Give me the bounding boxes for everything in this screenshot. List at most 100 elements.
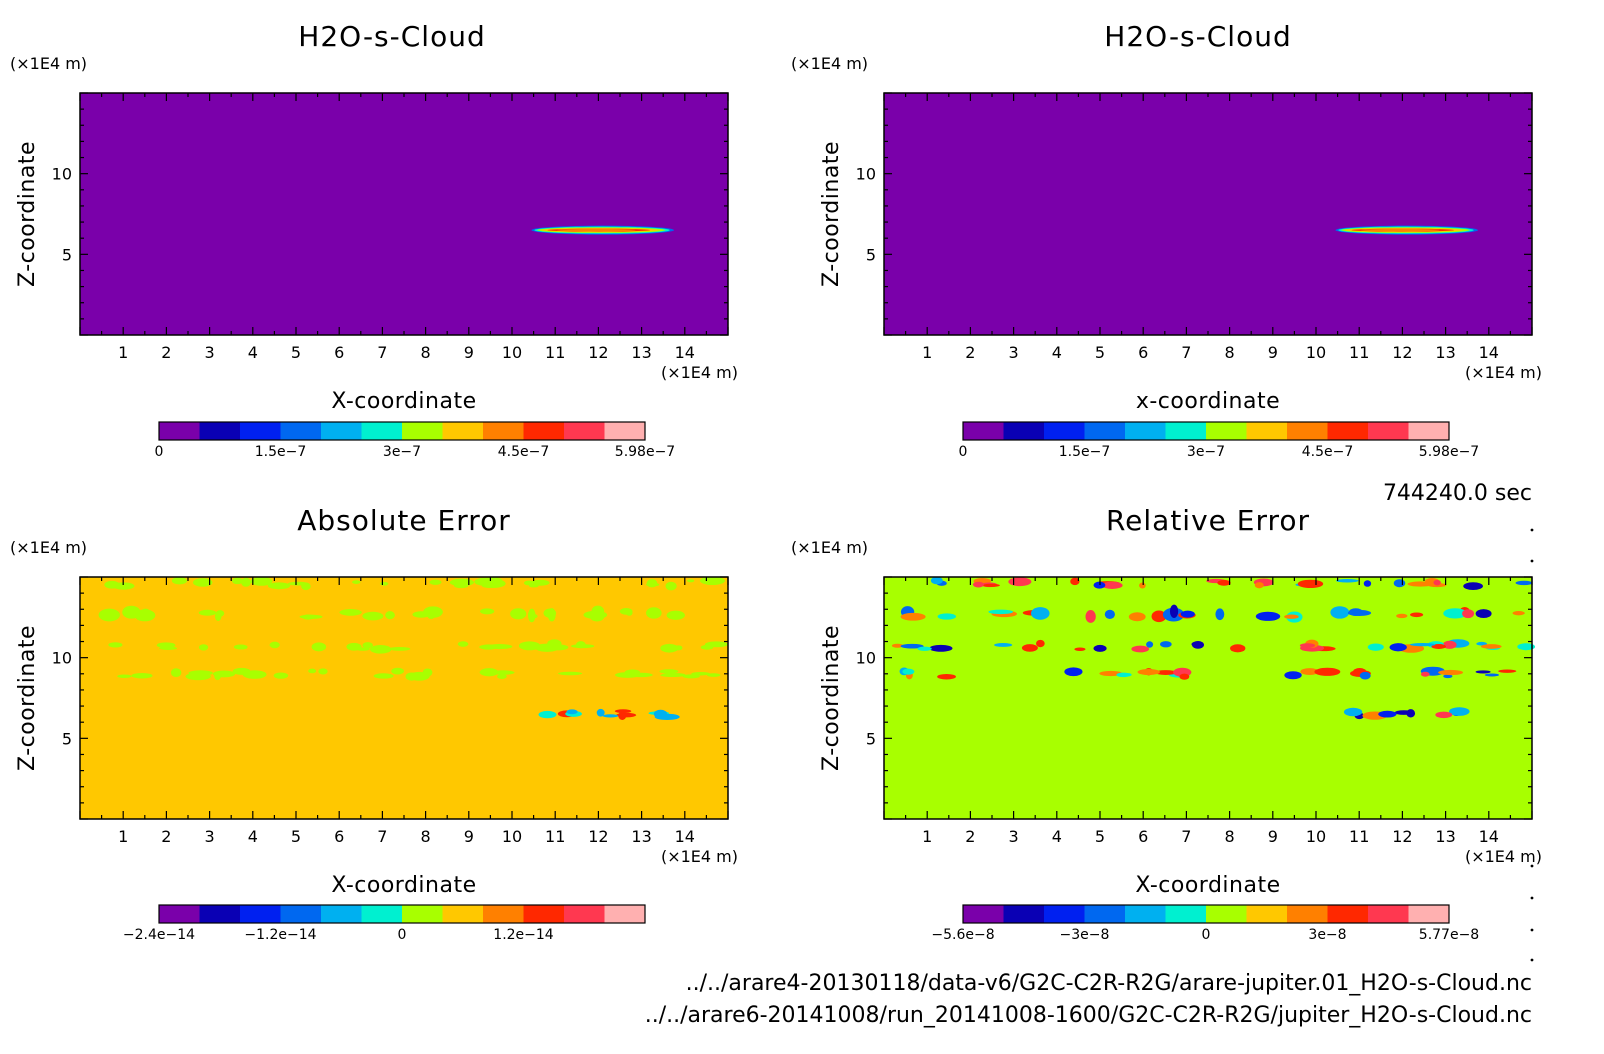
colorbar-swatch bbox=[564, 422, 605, 440]
error-patch bbox=[994, 643, 1013, 647]
x-tick-label: 1 bbox=[922, 827, 932, 846]
error-patch bbox=[619, 607, 633, 615]
error-patch bbox=[510, 608, 527, 620]
x-axis-ticks: 1 2 3 4 5 6 7 8 9 10 11 12 13 14 bbox=[79, 577, 729, 846]
y-tick-label: 10 bbox=[52, 649, 72, 668]
error-patch bbox=[385, 611, 395, 620]
error-patch bbox=[543, 608, 557, 618]
error-patch bbox=[1299, 643, 1316, 648]
x-axis-label: x-coordinate bbox=[1136, 389, 1280, 414]
x-tick-label: 4 bbox=[1052, 343, 1062, 362]
error-patch bbox=[1284, 671, 1302, 680]
x-tick-label: 1 bbox=[922, 343, 932, 362]
error-patch bbox=[1442, 640, 1457, 649]
error-patch bbox=[661, 672, 686, 677]
error-patch bbox=[548, 644, 569, 651]
error-patch bbox=[982, 583, 1000, 587]
x-tick-label: 7 bbox=[1181, 343, 1191, 362]
colorbar-label: 1.5e−7 bbox=[1059, 444, 1111, 460]
error-patch bbox=[707, 673, 721, 677]
error-patch bbox=[988, 609, 1014, 615]
error-patch bbox=[98, 608, 120, 622]
x-tick-label: 10 bbox=[1306, 343, 1326, 362]
x-tick-label: 11 bbox=[545, 827, 565, 846]
colorbar-label: −5.6e−8 bbox=[931, 927, 994, 943]
error-patch bbox=[900, 612, 926, 621]
error-patch bbox=[1406, 709, 1416, 718]
x-tick-label: 6 bbox=[1138, 827, 1148, 846]
cloud-contour bbox=[557, 228, 636, 232]
error-patch bbox=[917, 646, 932, 651]
x-tick-label: 10 bbox=[502, 827, 522, 846]
error-patch bbox=[1462, 609, 1475, 619]
error-patch bbox=[134, 609, 156, 622]
error-patch bbox=[529, 613, 538, 619]
error-patch bbox=[1101, 581, 1123, 589]
colorbar-swatch bbox=[1044, 422, 1085, 440]
colorbar-swatch bbox=[442, 422, 484, 440]
x-tick-label: 11 bbox=[1349, 343, 1369, 362]
error-patch bbox=[391, 667, 404, 675]
y-axis-ticks: 5 10 bbox=[52, 92, 728, 336]
error-patch bbox=[339, 609, 362, 616]
error-patch bbox=[379, 581, 389, 586]
error-patch bbox=[1435, 711, 1453, 719]
chart-title: H2O-s-Cloud bbox=[298, 20, 485, 53]
error-patch bbox=[454, 583, 469, 589]
colorbar-swatch bbox=[1408, 422, 1450, 440]
error-patch bbox=[1475, 609, 1492, 619]
x-tick-label: 10 bbox=[502, 343, 522, 362]
colorbar-swatch bbox=[1165, 422, 1207, 440]
colorbar-frame bbox=[158, 904, 646, 924]
x-tick-label: 5 bbox=[1095, 827, 1105, 846]
x-tick-label: 13 bbox=[631, 827, 651, 846]
error-patch bbox=[1146, 641, 1154, 648]
colorbar-swatch bbox=[1368, 422, 1409, 440]
y-unit-label: (×1E4 m) bbox=[10, 538, 87, 557]
colorbar-swatch bbox=[199, 422, 241, 440]
error-patch bbox=[1297, 579, 1324, 589]
y-unit-label: (×1E4 m) bbox=[10, 54, 87, 73]
x-tick-label: 2 bbox=[965, 827, 975, 846]
error-patch bbox=[972, 581, 984, 588]
x-tick-label: 1 bbox=[118, 827, 128, 846]
error-patch bbox=[1343, 707, 1363, 717]
error-patch bbox=[474, 577, 499, 587]
error-patch bbox=[929, 644, 953, 652]
error-patch bbox=[1515, 580, 1533, 586]
colorbar-swatch bbox=[1003, 422, 1045, 440]
cloud-contour bbox=[1361, 228, 1440, 232]
error-patch bbox=[518, 641, 541, 651]
error-patch bbox=[1438, 669, 1464, 676]
error-patch bbox=[1151, 610, 1167, 623]
error-patch bbox=[660, 643, 679, 653]
colorbar-swatch bbox=[963, 422, 1004, 440]
y-axis-label: Z-coordinate bbox=[15, 625, 40, 771]
x-tick-label: 11 bbox=[545, 343, 565, 362]
error-patch bbox=[1484, 673, 1500, 677]
x-unit-label: (×1E4 m) bbox=[1465, 847, 1542, 866]
error-patch bbox=[1410, 612, 1424, 618]
x-tick-label: 12 bbox=[1392, 827, 1412, 846]
error-patch bbox=[362, 642, 373, 649]
error-patch bbox=[699, 576, 725, 586]
colorbar-swatch bbox=[240, 905, 281, 923]
colorbar-swatch bbox=[199, 905, 241, 923]
error-patch bbox=[214, 672, 221, 681]
colorbar-swatch bbox=[1206, 905, 1247, 923]
colorbar-frame bbox=[158, 421, 646, 441]
error-patch bbox=[659, 669, 679, 674]
file-path-2: ../../arare6-20141008/run_20141008-1600/… bbox=[645, 1003, 1532, 1028]
panel-bottom-right: Relative Error (×1E4 m) 1 2 3 4 5 6 7 8 9 10 11 12 1… bbox=[791, 504, 1542, 943]
colorbar-label: 5.98e−7 bbox=[615, 444, 675, 460]
x-unit-label: (×1E4 m) bbox=[661, 363, 738, 382]
error-patch bbox=[192, 578, 213, 587]
error-patch bbox=[1137, 668, 1160, 676]
x-tick-label: 14 bbox=[675, 827, 695, 846]
error-patch bbox=[891, 643, 904, 648]
colorbar-swatch bbox=[1084, 905, 1126, 923]
error-patch bbox=[301, 582, 311, 591]
y-tick-label: 10 bbox=[856, 165, 876, 184]
error-patch bbox=[267, 582, 291, 590]
error-patch bbox=[1070, 577, 1080, 586]
